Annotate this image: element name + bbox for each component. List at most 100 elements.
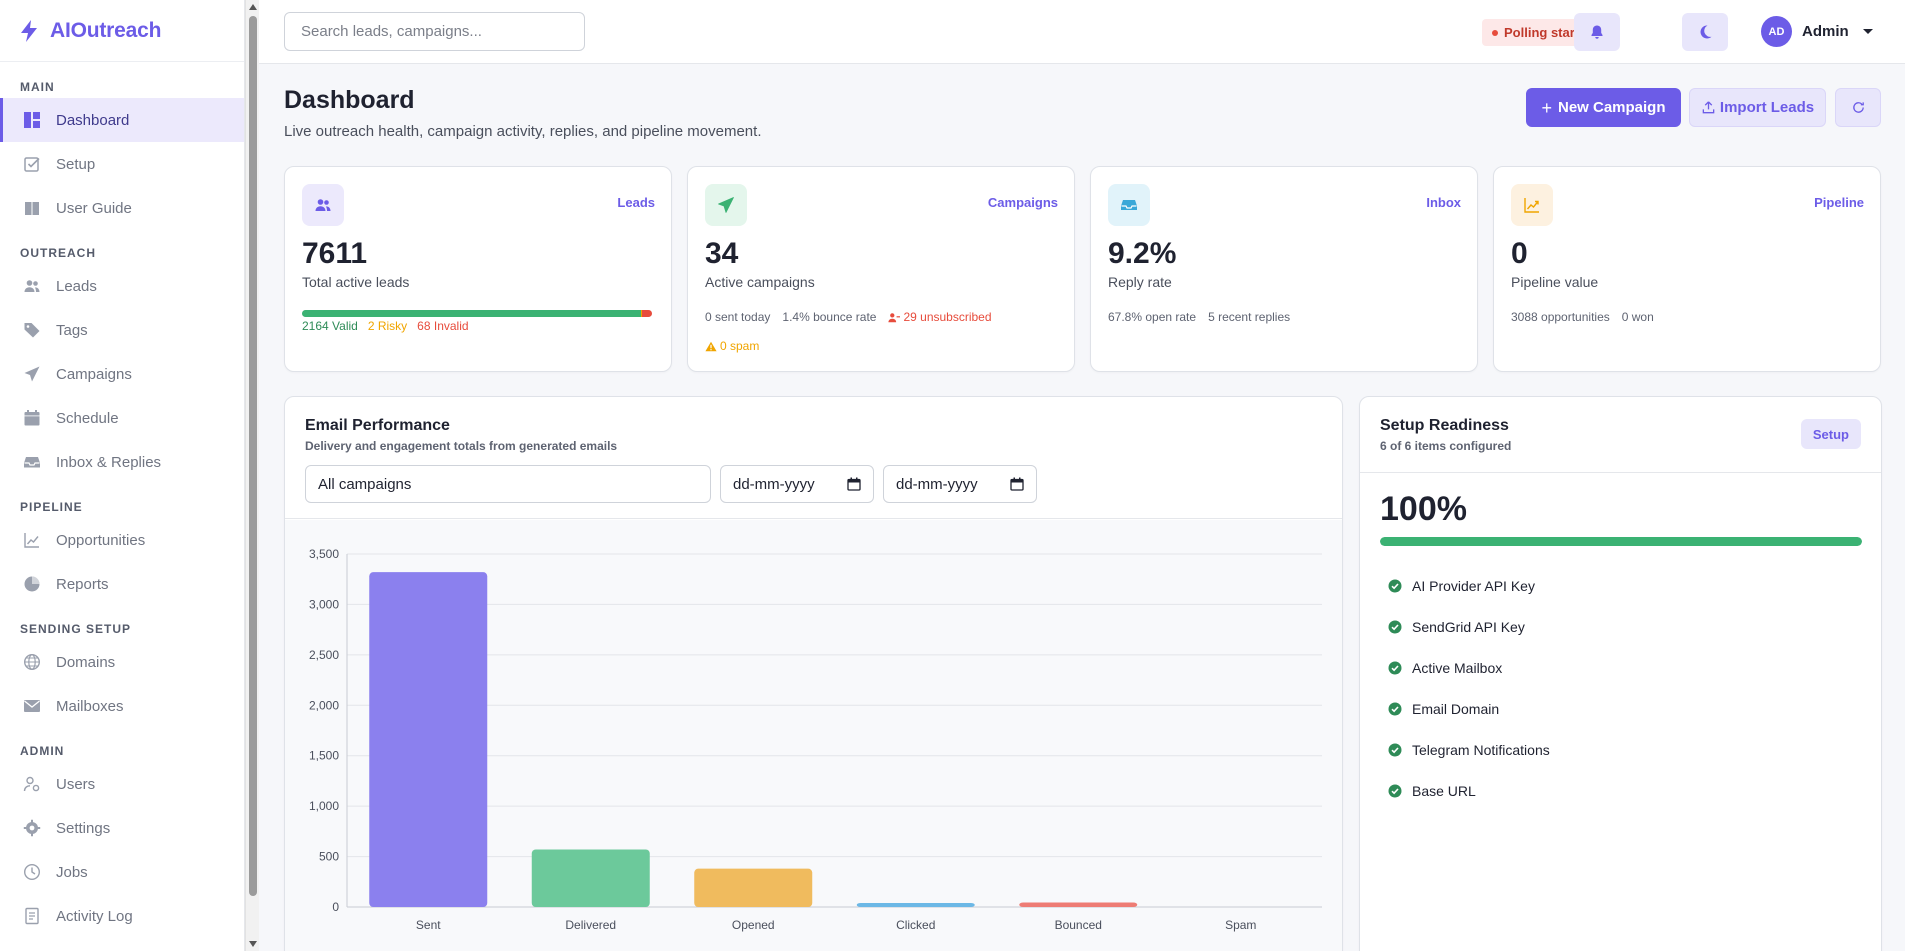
sidebar-item-dashboard[interactable]: Dashboard	[0, 98, 244, 142]
new-campaign-button[interactable]: + New Campaign	[1526, 88, 1681, 127]
checklist-item: SendGrid API Key	[1388, 606, 1550, 647]
nav-section: SENDING SETUP Domains Mailboxes	[0, 606, 244, 728]
sidebar-item-label: Users	[56, 775, 96, 793]
sidebar-item-label: Leads	[56, 277, 97, 295]
plane-icon-badge	[705, 184, 747, 226]
chevron-down-icon	[1862, 29, 1873, 34]
dashboard-icon	[22, 110, 42, 130]
email-performance-header: Email Performance Delivery and engagemen…	[285, 397, 1342, 519]
calendar-icon[interactable]	[1010, 477, 1024, 491]
sidebar-item-leads[interactable]: Leads	[0, 264, 244, 308]
sidebar-item-inbox-replies[interactable]: Inbox & Replies	[0, 440, 244, 484]
checklist-item: Base URL	[1388, 770, 1550, 811]
sidebar-item-mailboxes[interactable]: Mailboxes	[0, 684, 244, 728]
setup-readiness-subtitle: 6 of 6 items configured	[1380, 439, 1512, 453]
checklist-item-label: AI Provider API Key	[1412, 577, 1535, 594]
new-campaign-label: New Campaign	[1557, 99, 1666, 116]
email-performance-card: Email Performance Delivery and engagemen…	[284, 396, 1343, 951]
campaign-filter-select[interactable]: All campaigns	[305, 465, 711, 503]
inbox-stat-card[interactable]: Inbox 9.2% Reply rate 67.8% open rate 5 …	[1090, 166, 1478, 372]
users-icon	[22, 276, 42, 296]
pipeline-value: 0	[1511, 237, 1528, 270]
theme-toggle-button[interactable]	[1682, 13, 1728, 51]
import-leads-button[interactable]: Import Leads	[1689, 88, 1826, 127]
checklist-item: AI Provider API Key	[1388, 565, 1550, 606]
campaigns-meta: 0 sent today 1.4% bounce rate 29 unsubsc…	[705, 310, 992, 324]
sidebar-nav: MAIN Dashboard Setup User Guide OUTREACH Lead…	[0, 62, 244, 938]
leads-stat-card[interactable]: Leads 7611 Total active leads 2164 Valid…	[284, 166, 672, 372]
date-to-input[interactable]: dd-mm-yyyy	[883, 465, 1037, 503]
sidebar-item-domains[interactable]: Domains	[0, 640, 244, 684]
topbar: Polling started AD Admin	[259, 0, 1905, 64]
sidebar-item-settings[interactable]: Settings	[0, 806, 244, 850]
campaigns-tag: Campaigns	[987, 195, 1058, 210]
pipeline-stat-card[interactable]: Pipeline 0 Pipeline value 3088 opportuni…	[1493, 166, 1881, 372]
sidebar-item-user-guide[interactable]: User Guide	[0, 186, 244, 230]
import-leads-label: Import Leads	[1719, 99, 1815, 116]
sidebar-item-schedule[interactable]: Schedule	[0, 396, 244, 440]
date-from-input[interactable]: dd-mm-yyyy	[720, 465, 874, 503]
scroll-thumb[interactable]	[249, 16, 257, 896]
sidebar-scrollbar[interactable]	[245, 0, 259, 951]
spam-count: 0 spam	[705, 339, 759, 353]
sidebar-item-label: Setup	[56, 155, 96, 173]
sidebar-item-users[interactable]: Users	[0, 762, 244, 806]
sidebar-item-label: Reports	[56, 575, 109, 593]
sidebar-item-label: Dashboard	[56, 111, 130, 129]
page-title: Dashboard	[284, 86, 415, 114]
check-circle-icon	[1388, 661, 1402, 674]
calendar-icon	[22, 408, 42, 428]
sidebar-item-label: Campaigns	[56, 365, 132, 383]
calendar-icon[interactable]	[847, 477, 861, 491]
nav-section-title: ADMIN	[20, 744, 65, 758]
sidebar-item-opportunities[interactable]: Opportunities	[0, 518, 244, 562]
notifications-button[interactable]	[1574, 13, 1620, 51]
search-input[interactable]	[284, 12, 585, 51]
moon-icon	[1700, 25, 1712, 39]
spam-label: 0 spam	[720, 339, 760, 353]
trend-icon	[1524, 198, 1539, 213]
pipeline-label: Pipeline value	[1511, 274, 1599, 290]
check-circle-icon	[1388, 579, 1402, 592]
tag-icon	[22, 320, 42, 340]
user-menu[interactable]: AD Admin	[1761, 16, 1873, 47]
x-tick-label: Clicked	[896, 918, 935, 932]
avatar: AD	[1761, 16, 1792, 47]
sidebar-item-setup[interactable]: Setup	[0, 142, 244, 186]
gear-icon	[22, 818, 42, 838]
scroll-down-arrow[interactable]	[249, 941, 257, 947]
scroll-up-arrow[interactable]	[249, 4, 257, 10]
valid-count: 2164 Valid	[302, 319, 358, 333]
setup-button[interactable]: Setup	[1800, 419, 1861, 449]
campaigns-stat-card[interactable]: Campaigns 34 Active campaigns 0 sent tod…	[687, 166, 1075, 372]
refresh-button[interactable]	[1835, 88, 1881, 127]
bar-sent	[369, 572, 488, 907]
sidebar-item-reports[interactable]: Reports	[0, 562, 244, 606]
check-circle-icon	[1388, 702, 1402, 715]
lead-quality-legend: 2164 Valid 2 Risky 68 Invalid	[302, 319, 469, 333]
sidebar-item-label: Settings	[56, 819, 111, 837]
sidebar-item-label: User Guide	[56, 199, 132, 217]
nav-section: MAIN Dashboard Setup User Guide	[0, 62, 244, 230]
sidebar-item-campaigns[interactable]: Campaigns	[0, 352, 244, 396]
checklist-item-label: Active Mailbox	[1412, 659, 1503, 676]
invalid-segment	[641, 310, 652, 317]
sidebar-item-activity-log[interactable]: Activity Log	[0, 894, 244, 938]
checklist-item: Email Domain	[1388, 688, 1550, 729]
inbox-icon	[22, 452, 42, 472]
sidebar-item-jobs[interactable]: Jobs	[0, 850, 244, 894]
x-tick-label: Delivered	[565, 918, 616, 932]
x-tick-label: Opened	[732, 918, 775, 932]
setup-readiness-title: Setup Readiness	[1380, 417, 1509, 434]
valid-segment	[302, 310, 642, 317]
sidebar-item-tags[interactable]: Tags	[0, 308, 244, 352]
inbox-tag: Inbox	[1426, 195, 1461, 210]
setup-readiness-card: Setup Readiness 6 of 6 items configured …	[1359, 396, 1882, 951]
x-tick-label: Spam	[1225, 918, 1256, 932]
users-icon-badge	[302, 184, 344, 226]
bar-opened	[694, 868, 813, 907]
brand[interactable]: AIOutreach	[0, 0, 244, 62]
user-gear-icon	[22, 774, 42, 794]
email-performance-subtitle: Delivery and engagement totals from gene…	[305, 439, 618, 453]
bell-icon	[1591, 25, 1603, 39]
